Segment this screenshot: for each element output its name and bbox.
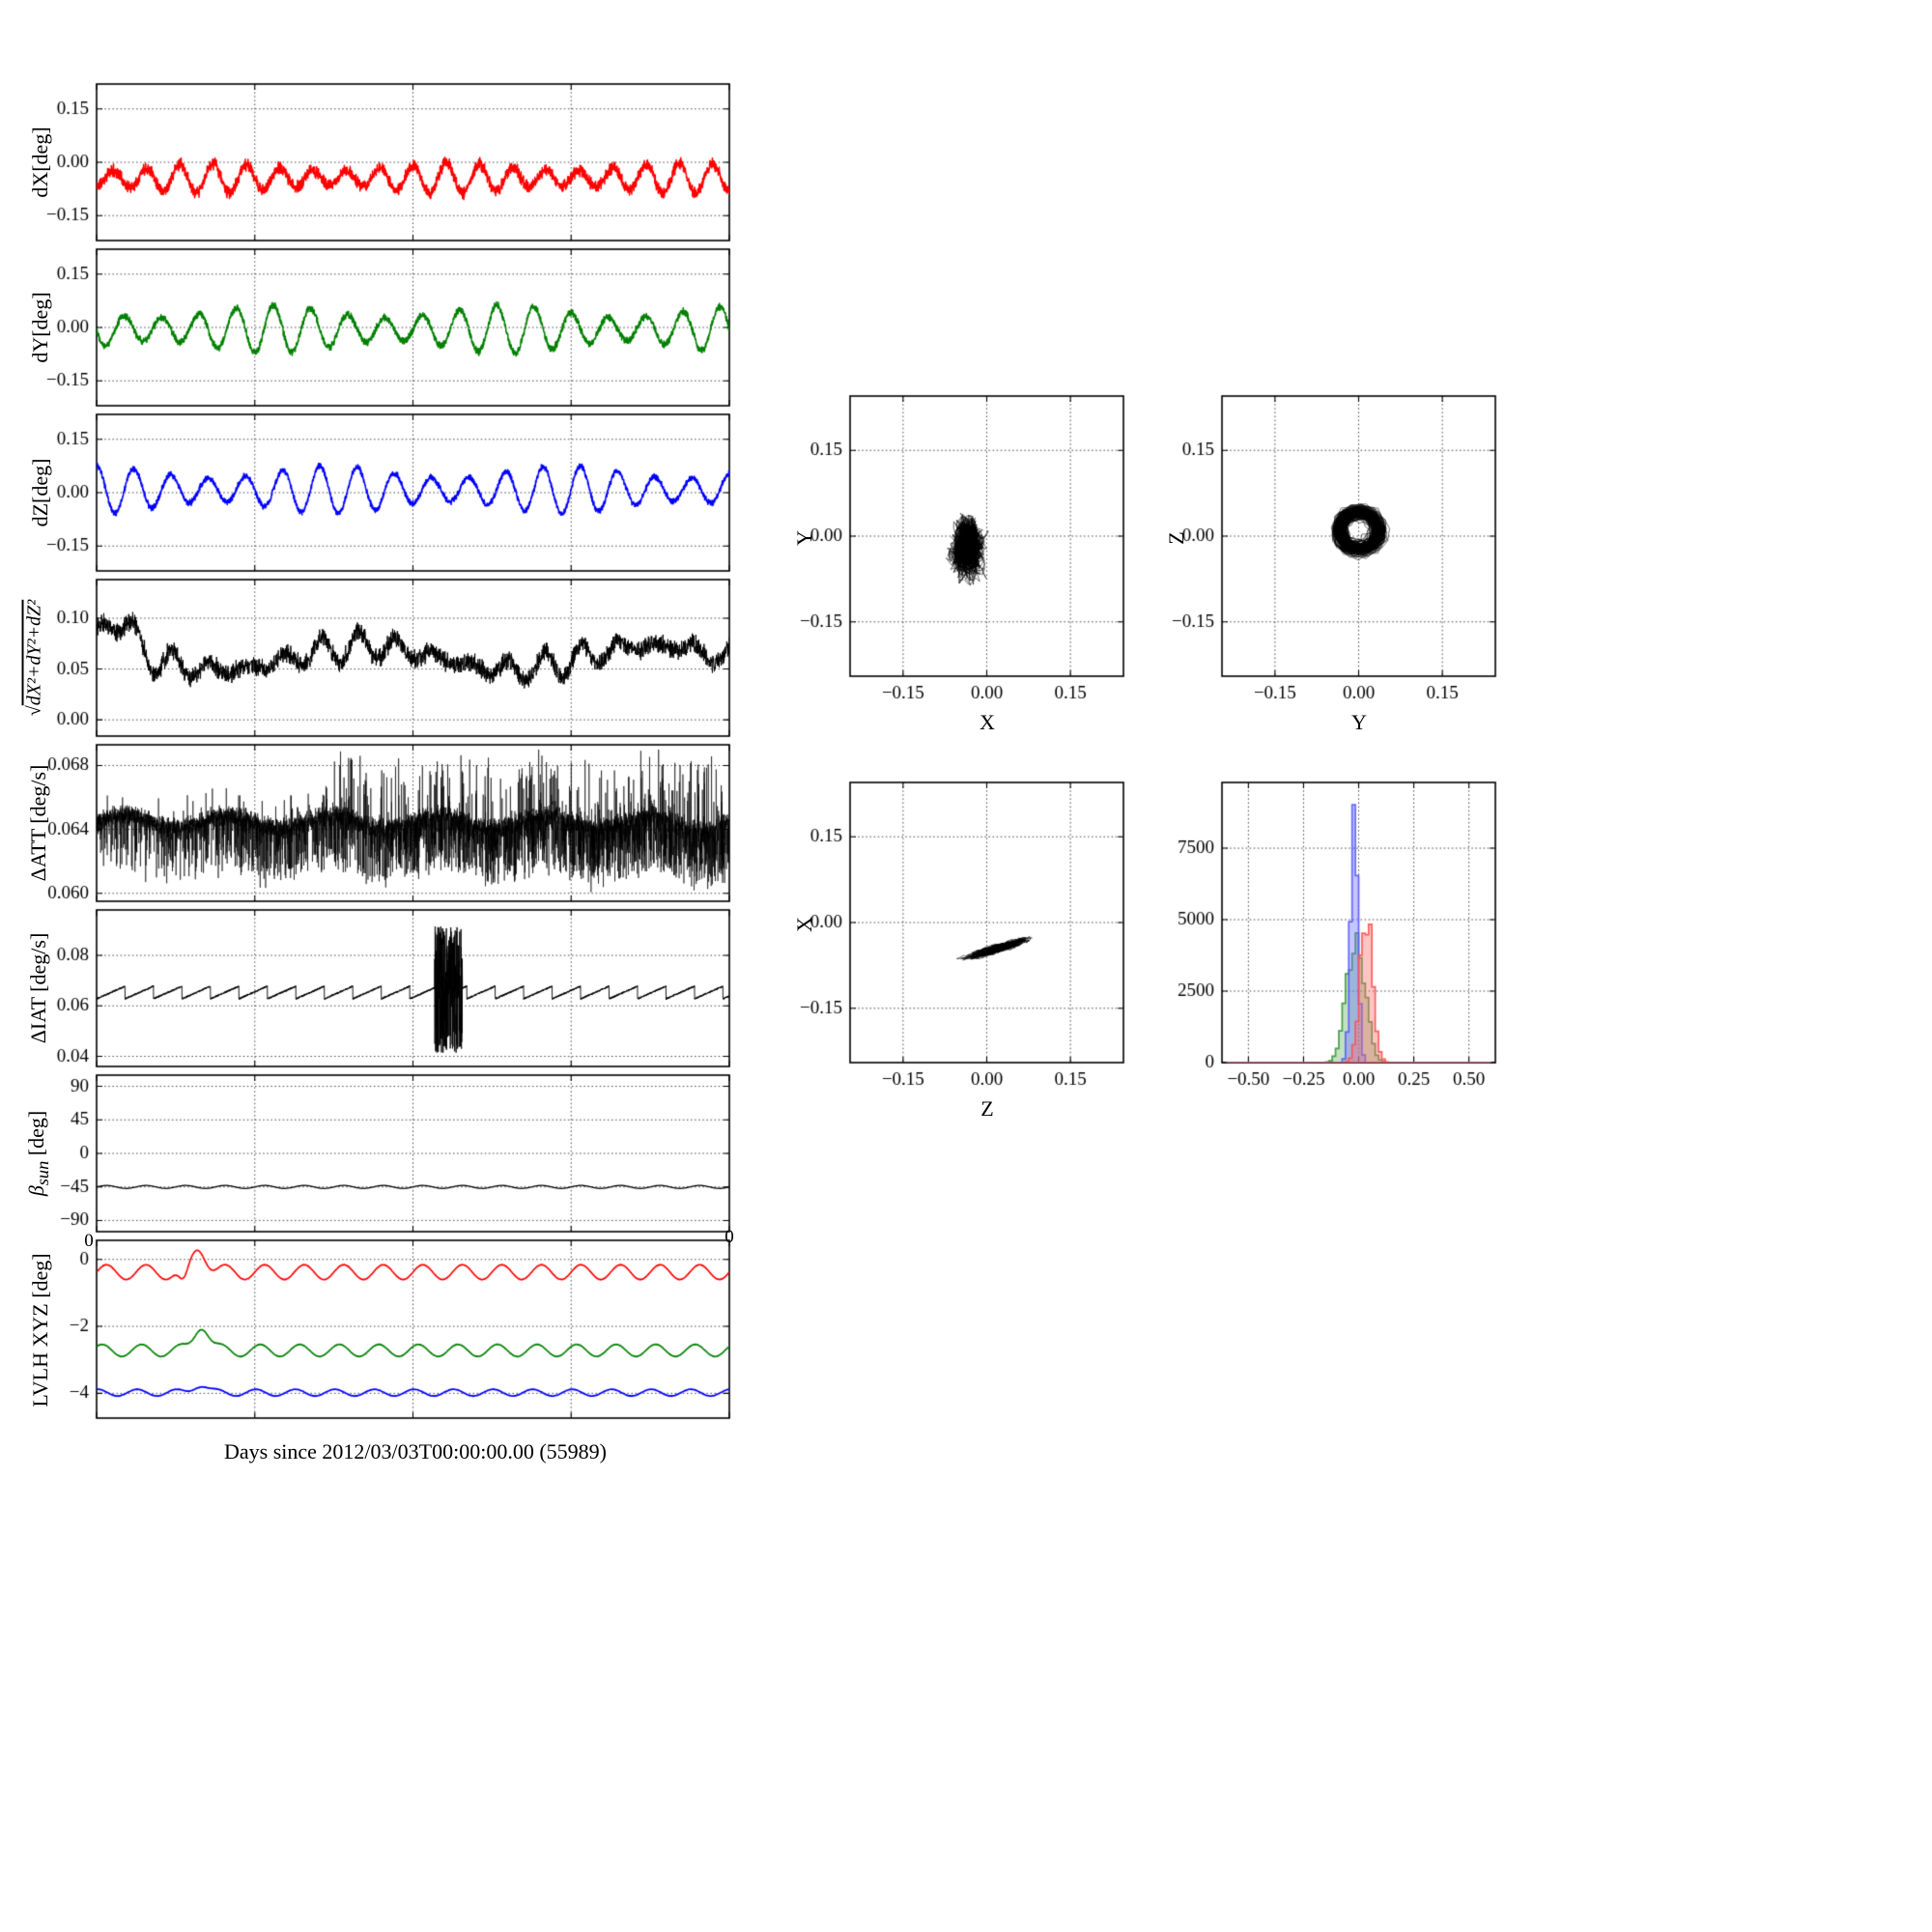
panel-scatter-x-vs-z bbox=[787, 778, 1135, 1106]
panel-dy bbox=[29, 247, 734, 408]
beta-sun-axis-label: βsun [deg] bbox=[24, 1111, 53, 1196]
radical-sign: √ bbox=[23, 705, 45, 717]
magnitude-plot-canvas bbox=[29, 578, 734, 738]
scatter-xz-ylabel: X bbox=[792, 917, 816, 932]
panel-delta-iat bbox=[29, 908, 734, 1068]
beta-unit: [deg] bbox=[23, 1110, 48, 1161]
panel-dz bbox=[29, 412, 734, 573]
dx-plot-canvas bbox=[29, 82, 734, 242]
scatter-x-vs-z-canvas bbox=[787, 778, 1135, 1106]
scatter-xz-xlabel: Z bbox=[980, 1096, 994, 1121]
scatter-yx-xlabel: X bbox=[980, 710, 995, 734]
panel-dx bbox=[29, 82, 734, 242]
panel-histogram bbox=[1159, 778, 1507, 1106]
beta-edge-tick-right: 0 bbox=[724, 1227, 734, 1247]
time-axis-label: Days since 2012/03/03T00:00:00.00 (55989… bbox=[224, 1439, 607, 1463]
delta-att-plot-canvas bbox=[29, 743, 734, 903]
scatter-z-vs-y-canvas bbox=[1159, 391, 1507, 720]
beta-edge-tick-left: 0 bbox=[84, 1231, 94, 1251]
dz-plot-canvas bbox=[29, 412, 734, 573]
panel-beta-sun bbox=[29, 1073, 734, 1234]
lvlh-axis-label: LVLH XYZ [deg] bbox=[28, 1253, 52, 1407]
beta-symbol: β bbox=[23, 1185, 48, 1197]
delta-iat-axis-label: ΔIAT [deg/s] bbox=[26, 932, 50, 1044]
beta-sun-plot-canvas bbox=[29, 1073, 734, 1234]
lvlh-plot-canvas bbox=[29, 1238, 734, 1422]
magnitude-axis-label: √dX²+dY²+dZ² bbox=[24, 600, 46, 716]
scatter-yx-ylabel: Y bbox=[792, 530, 816, 546]
scatter-y-vs-x-canvas bbox=[787, 391, 1135, 720]
delta-iat-plot-canvas bbox=[29, 908, 734, 1068]
dy-axis-label: dY[deg] bbox=[28, 292, 52, 363]
scatter-zy-xlabel: Y bbox=[1351, 710, 1367, 734]
panel-magnitude bbox=[29, 578, 734, 738]
delta-att-axis-label: ΔATT [deg/s] bbox=[26, 764, 50, 882]
dy-plot-canvas bbox=[29, 247, 734, 408]
magnitude-expression: dX²+dY²+dZ² bbox=[23, 599, 45, 706]
histogram-canvas bbox=[1159, 778, 1507, 1106]
beta-subscript: sun bbox=[33, 1160, 53, 1186]
panel-scatter-z-vs-y bbox=[1159, 391, 1507, 720]
dz-axis-label: dZ[deg] bbox=[28, 458, 52, 527]
panel-delta-att bbox=[29, 743, 734, 903]
panel-lvlh bbox=[29, 1238, 734, 1422]
panel-scatter-y-vs-x bbox=[787, 391, 1135, 720]
scatter-zy-ylabel: Z bbox=[1164, 531, 1188, 545]
dx-axis-label: dX[deg] bbox=[28, 127, 52, 198]
